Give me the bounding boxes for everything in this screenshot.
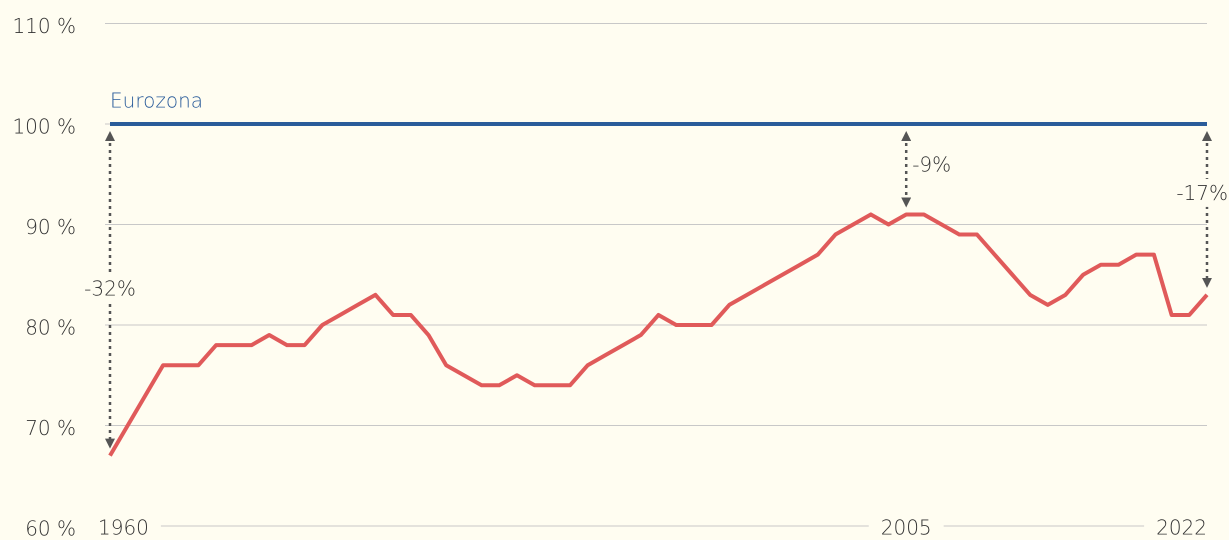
x-tick-label-background [868,515,944,540]
series-label: Eurozona [110,89,203,113]
annotation-label: -32% [84,276,136,300]
x-tick-label-background [1144,515,1219,540]
x-tick-label: 2005 [881,516,932,540]
annotation-label: -17% [1176,181,1228,205]
annotation-background [82,274,138,303]
annotation-background [1174,178,1229,207]
x-tick-label: 1960 [98,516,149,540]
y-tick-label: 60 % [25,517,76,540]
series-line [108,212,1209,457]
annotation-label: -9% [912,153,951,177]
x-tick-label: 2022 [1156,516,1207,540]
y-tick-label: 100 % [12,115,76,139]
y-tick-label: 80 % [25,316,76,340]
x-tick-label-background [86,515,161,540]
y-tick-label: 70 % [25,416,76,440]
y-tick-label: 90 % [25,215,76,239]
y-tick-label: 110 % [12,14,76,38]
